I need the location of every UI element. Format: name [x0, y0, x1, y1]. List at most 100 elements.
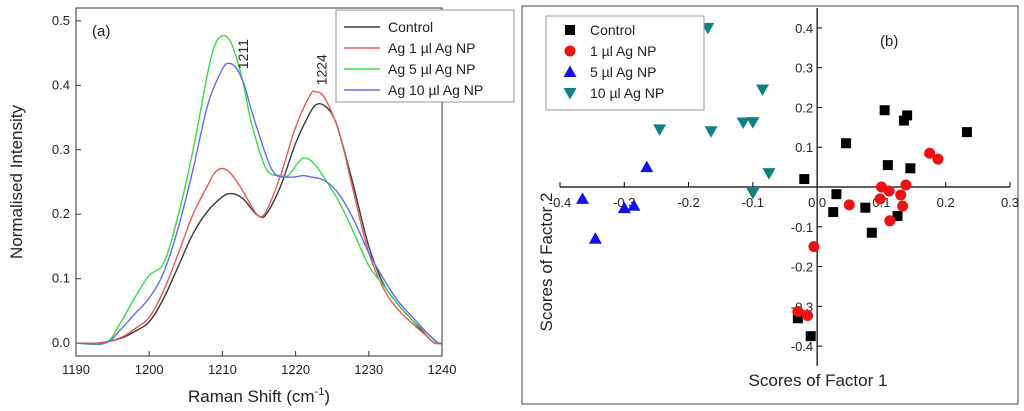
- legend-label-ag-1-l-ag-np: Ag 1 µl Ag NP: [388, 40, 475, 56]
- panel-a-label: (a): [92, 23, 110, 40]
- scatter-point-10-l-ag-np-6: [762, 168, 776, 180]
- peak-label-1211: 1211: [235, 39, 251, 69]
- legend-marker-5-l-ag-np: [563, 65, 577, 77]
- scatter-point-control-14: [805, 331, 816, 342]
- scatter-point-control-6: [905, 163, 916, 174]
- b-x-tick-label-0-2: 0.2: [937, 195, 955, 210]
- scatter-point-1-l-ag-np-1: [932, 153, 944, 165]
- legend-label-ag-10-l-ag-np: Ag 10 µl Ag NP: [388, 82, 483, 98]
- scatter-point-1-l-ag-np-10: [808, 241, 820, 253]
- x-tick-label-1210: 1210: [208, 362, 237, 377]
- x-tick-label-1200: 1200: [135, 362, 164, 377]
- y-tick-label-0-1: 0.1: [52, 271, 70, 286]
- b-x-tick-label-0-4: -0.4: [549, 195, 571, 210]
- legend-label-5-l-ag-np: 5 µl Ag NP: [590, 64, 656, 80]
- scatter-point-1-l-ag-np-8: [843, 199, 855, 211]
- panel-a-plot-frame: [75, 7, 443, 357]
- panel-b-outer-frame: [521, 5, 1019, 405]
- b-y-tick-label-0-4: -0.4: [791, 339, 813, 354]
- panel-a-legend: Control Ag 1 µl Ag NP Ag 5 µl Ag NP Ag 10 µ…: [335, 9, 515, 103]
- legend-label-control: Control: [590, 22, 635, 38]
- scatter-point-control-10: [828, 207, 839, 218]
- scatter-point-10-l-ag-np-7: [746, 187, 760, 200]
- b-y-tick-label-0-1: -0.1: [791, 220, 813, 235]
- panel-b-x-axis-title: Scores of Factor 1: [749, 371, 888, 390]
- series-line-control: [75, 102, 443, 345]
- legend-marker-1-l-ag-np: [564, 45, 576, 57]
- scatter-point-1-l-ag-np-11: [792, 306, 804, 318]
- series-line-ag-5-l-ag-np: [75, 34, 443, 346]
- b-x-tick-label-0-0: 0.0: [808, 195, 826, 210]
- scatter-point-10-l-ag-np-2: [653, 124, 667, 136]
- scatter-point-10-l-ag-np-1: [756, 84, 769, 97]
- panel-a-y-axis-title: Normalised Intensity: [7, 105, 26, 260]
- x-tick-label-1230: 1230: [354, 362, 383, 377]
- scatter-point-control-7: [799, 174, 810, 185]
- series-line-ag-10-l-ag-np: [75, 62, 443, 345]
- scatter-point-control-5: [882, 160, 893, 171]
- legend-label-1-l-ag-np: 1 µl Ag NP: [590, 43, 656, 59]
- legend-marker-control: [565, 25, 575, 35]
- panel-b-label: (b): [880, 33, 898, 50]
- scatter-point-control-1: [902, 110, 913, 121]
- scatter-point-10-l-ag-np-4: [736, 117, 750, 130]
- scatter-point-control-3: [961, 127, 972, 138]
- series-line-ag-1-l-ag-np: [75, 90, 443, 345]
- scatter-point-control-0: [879, 105, 890, 116]
- scatter-point-control-11: [892, 211, 903, 222]
- panel-a-legend-box: [335, 9, 515, 103]
- scatter-point-1-l-ag-np-9: [884, 215, 896, 227]
- scatter-point-1-l-ag-np-0: [924, 147, 936, 159]
- scatter-point-control-9: [860, 202, 871, 213]
- scatter-point-1-l-ag-np-3: [883, 185, 895, 197]
- scatter-point-10-l-ag-np-5: [746, 117, 760, 129]
- scatter-point-control-2: [898, 115, 909, 126]
- scatter-point-10-l-ag-np-3: [704, 126, 718, 138]
- peak-label-1224: 1224: [313, 54, 329, 85]
- b-y-tick-label-0-2: 0.2: [795, 100, 813, 115]
- scatter-point-5-l-ag-np-0: [640, 160, 654, 173]
- legend-label-control: Control: [388, 19, 433, 35]
- y-tick-label-0-3: 0.3: [52, 142, 70, 157]
- scatter-point-1-l-ag-np-4: [900, 179, 912, 191]
- scatter-point-10-l-ag-np-0: [701, 22, 715, 35]
- scatter-point-control-4: [841, 138, 852, 149]
- legend-label-ag-5-l-ag-np: Ag 5 µl Ag NP: [388, 61, 475, 77]
- scatter-point-1-l-ag-np-5: [895, 189, 907, 201]
- legend-label-10-l-ag-np: 10 µl Ag NP: [590, 85, 664, 101]
- x-tick-label-1220: 1220: [281, 362, 310, 377]
- y-tick-label-0-2: 0.2: [52, 206, 70, 221]
- scatter-point-1-l-ag-np-6: [874, 193, 886, 205]
- scatter-point-5-l-ag-np-3: [627, 199, 641, 211]
- x-axis-title-superscript: -1: [315, 386, 325, 398]
- scatter-point-5-l-ag-np-4: [588, 232, 602, 244]
- x-tick-label-1190: 1190: [62, 362, 90, 377]
- scatter-point-control-8: [831, 189, 842, 200]
- b-y-tick-label-0-1: 0.1: [795, 140, 813, 155]
- y-tick-label-0-4: 0.4: [52, 77, 70, 92]
- panel-b-scatter-chart: -0.4-0.3-0.2-0.10.00.10.20.30.40.30.20.1…: [521, 5, 1019, 405]
- panel-b-y-axis-title: Scores of Factor 2: [537, 193, 556, 332]
- scatter-point-control-12: [866, 227, 877, 238]
- panel-a-x-axis-title: Raman Shift (cm-1): [188, 386, 330, 406]
- b-x-tick-label-0-2: -0.2: [677, 195, 699, 210]
- legend-marker-10-l-ag-np: [563, 88, 577, 100]
- x-axis-title-close: ): [324, 387, 330, 406]
- scatter-point-5-l-ag-np-1: [576, 192, 589, 204]
- scatter-point-5-l-ag-np-2: [617, 201, 631, 214]
- panel-a-line-chart: 1190 1200 1210 1220 1230 1240 0.0 0.1 0.2 0.3 0.4 0…: [7, 7, 515, 406]
- b-y-tick-label-0-3: 0.3: [795, 61, 813, 76]
- scatter-point-1-l-ag-np-7: [897, 200, 909, 212]
- scatter-point-1-l-ag-np-12: [802, 309, 813, 321]
- x-axis-title-main: Raman Shift (cm: [188, 387, 315, 406]
- x-tick-label-1240: 1240: [428, 362, 457, 377]
- b-x-tick-label-0-3: 0.3: [1001, 195, 1019, 210]
- y-tick-label-0-5: 0.5: [52, 13, 70, 28]
- panel-b-legend: Control 1 µl Ag NP 5 µl Ag NP 10 µl Ag NP: [545, 15, 705, 111]
- b-y-tick-label-0-4: 0.4: [795, 21, 813, 36]
- b-x-tick-label-0-1: -0.1: [742, 195, 764, 210]
- b-y-tick-label-0-2: -0.2: [791, 260, 813, 275]
- y-tick-label-0-0: 0.0: [52, 335, 70, 350]
- scatter-point-control-13: [792, 313, 803, 324]
